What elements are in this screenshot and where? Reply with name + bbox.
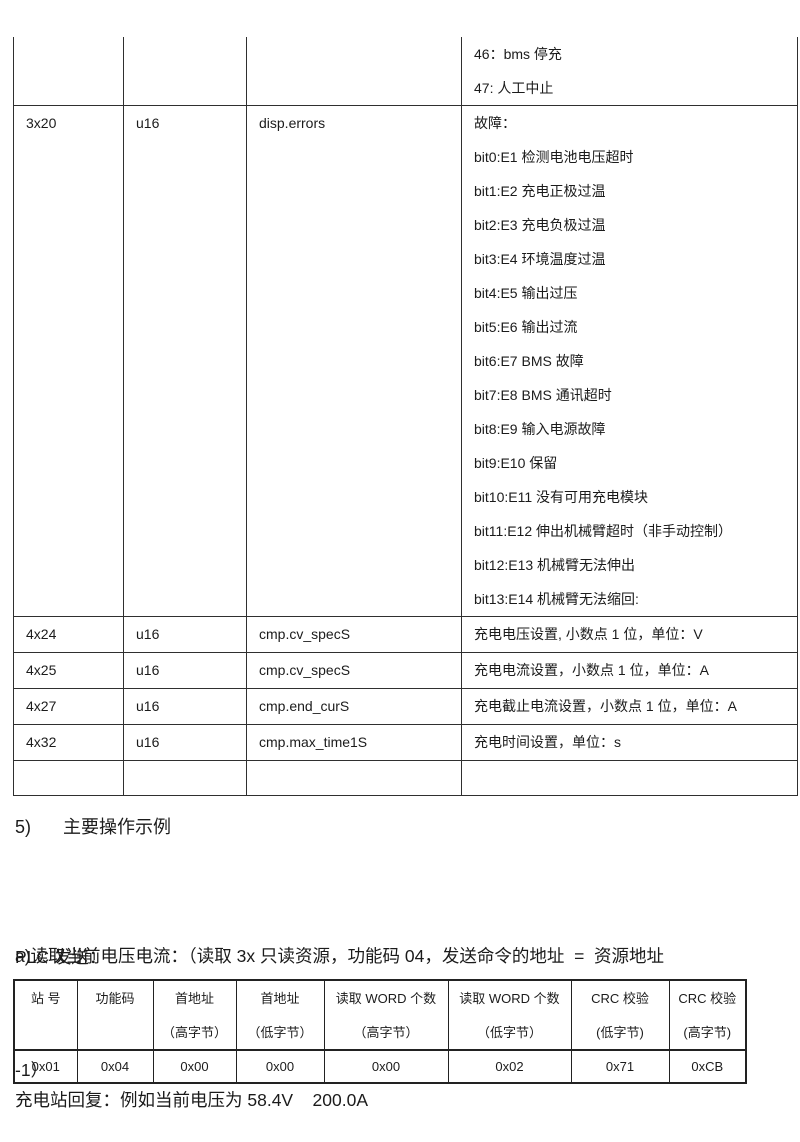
register-cell-address: 4x27 (13, 688, 124, 725)
plc-header-cell: CRC 校验 (高字节) (668, 979, 747, 1051)
plc-header-line1: 站 号 (30, 991, 61, 1006)
register-row: 4x27 u16 cmp.end_curS 充电截止电流设置，小数点 1 位，单位：A (13, 688, 798, 725)
register-cell-name (246, 37, 462, 106)
description-line: bit11:E12 伸出机械臂超时（非手动控制） (474, 523, 733, 539)
register-cell-address (13, 760, 124, 796)
description-line: 充电电压设置, 小数点 1 位，单位：V (474, 626, 703, 642)
register-cell-address: 4x32 (13, 724, 124, 761)
section-heading: 5) 主要操作示例 (15, 812, 171, 842)
plc-value-cell: 0x71 (570, 1049, 670, 1084)
plc-value-cell: 0x04 (76, 1049, 154, 1084)
description-line: bit12:E13 机械臂无法伸出 (474, 557, 636, 573)
description-line: bit0:E1 检测电池电压超时 (474, 149, 634, 165)
register-cell-address: 4x24 (13, 616, 124, 653)
plc-header-line1: 首地址 (174, 991, 214, 1006)
section-title: 主要操作示例 (63, 817, 171, 837)
plc-value-cell: 0xCB (668, 1049, 747, 1084)
register-cell-type (123, 760, 247, 796)
register-cell-name: cmp.max_time1S (246, 724, 462, 761)
register-row: 4x32 u16 cmp.max_time1S 充电时间设置，单位：s (13, 724, 798, 761)
description-line: 46：bms 停充 (474, 46, 562, 62)
register-cell-description: 46：bms 停充 47: 人工中止 (461, 37, 798, 106)
plc-header-line1: CRC 校验 (591, 991, 649, 1006)
register-cell-description (461, 760, 798, 796)
plc-header-line2: （高字节） (161, 1025, 227, 1040)
plc-value-cell: 0x01 (13, 1049, 78, 1084)
register-cell-description: 故障： bit0:E1 检测电池电压超时 bit1:E2 充电正极过温 bit2:E3… (461, 105, 798, 617)
plc-value-cell: 0x00 (152, 1049, 237, 1084)
register-row: 4x24 u16 cmp.cv_specS 充电电压设置, 小数点 1 位，单位：V (13, 616, 798, 653)
plc-value-cell: 0x00 (323, 1049, 449, 1084)
register-cell-name (246, 760, 462, 796)
plc-header-line2: (低字节) (596, 1025, 644, 1040)
plc-send-label: PLC 发送： (15, 947, 107, 967)
description-line: bit4:E5 输出过压 (474, 285, 578, 301)
register-cell-name: cmp.cv_specS (246, 616, 462, 653)
register-cell-description: 充电电压设置, 小数点 1 位，单位：V (461, 616, 798, 653)
description-line: bit7:E8 BMS 通讯超时 (474, 387, 612, 403)
description-line: bit8:E9 输入电源故障 (474, 421, 606, 437)
plc-header-cell: 首地址 （低字节） (235, 979, 325, 1051)
plc-header-line2: (高字节) (683, 1025, 732, 1040)
plc-header-line2: （低字节） (476, 1025, 542, 1040)
plc-header-line2: （低字节） (247, 1025, 313, 1040)
plc-header-line1: 功能码 (95, 991, 135, 1006)
register-cell-type: u16 (123, 105, 247, 617)
description-line: bit2:E3 充电负极过温 (474, 217, 606, 233)
register-cell-description: 充电截止电流设置，小数点 1 位，单位：A (461, 688, 798, 725)
plc-header-cell: 功能码 (76, 979, 154, 1051)
description-line: 充电电流设置，小数点 1 位，单位：A (474, 662, 709, 678)
register-cell-type: u16 (123, 652, 247, 689)
description-line: bit9:E10 保留 (474, 455, 558, 471)
description-line: bit1:E2 充电正极过温 (474, 183, 606, 199)
register-cell-address: 4x25 (13, 652, 124, 689)
plc-header-cell: 读取 WORD 个数 （高字节） (323, 979, 449, 1051)
description-line: bit5:E6 输出过流 (474, 319, 578, 335)
plc-header-line2 (17, 1015, 75, 1016)
plc-header-line1: 读取 WORD 个数 (335, 991, 437, 1006)
plc-header-cell: CRC 校验 (低字节) (570, 979, 670, 1051)
register-cell-name: cmp.cv_specS (246, 652, 462, 689)
register-row (13, 760, 798, 796)
plc-header-line1: 首地址 (260, 991, 300, 1006)
register-row: 3x20 u16 disp.errors 故障： bit0:E1 检测电池电压超时 bit… (13, 105, 798, 617)
plc-value-row: 0x01 0x04 0x00 0x00 0x00 0x02 0x71 0xCB (13, 1049, 747, 1084)
reply-line: 充电站回复：例如当前电压为 58.4V 200.0A (15, 1090, 369, 1110)
plc-header-cell: 站 号 (13, 979, 78, 1051)
register-cell-address: 3x20 (13, 105, 124, 617)
paragraph-a-line1: a)读取当前电压电流：（读取 3x 只读资源，功能码 04，发送命令的地址 = … (15, 946, 665, 966)
plc-value-cell: 0x00 (235, 1049, 325, 1084)
plc-send-table: 站 号功能码 首地址 （高字节） 首地址 （低字节） 读取 WORD 个数 （高字节） 读取 … (13, 979, 747, 1084)
description-line: bit3:E4 环境温度过温 (474, 251, 606, 267)
plc-header-cell: 读取 WORD 个数 （低字节） (447, 979, 572, 1051)
register-cell-type: u16 (123, 688, 247, 725)
description-line: bit6:E7 BMS 故障 (474, 353, 584, 369)
plc-header-cell: 首地址 （高字节） (152, 979, 237, 1051)
register-cell-address (13, 37, 124, 106)
register-cell-description: 充电时间设置，单位：s (461, 724, 798, 761)
description-line: 充电截止电流设置，小数点 1 位，单位：A (474, 698, 737, 714)
plc-header-line1: 读取 WORD 个数 (459, 991, 560, 1006)
plc-header-line2: （高字节） (353, 1025, 419, 1040)
register-table: 46：bms 停充 47: 人工中止 3x20 u16 disp.errors 故障： bi… (13, 37, 798, 796)
description-line: 47: 人工中止 (474, 80, 554, 96)
plc-header-row: 站 号功能码 首地址 （高字节） 首地址 （低字节） 读取 WORD 个数 （高字节） 读取 … (13, 979, 747, 1051)
register-row: 4x25 u16 cmp.cv_specS 充电电流设置，小数点 1 位，单位：A (13, 652, 798, 689)
register-row: 46：bms 停充 47: 人工中止 (13, 37, 798, 106)
description-line: 故障： (474, 115, 516, 131)
register-cell-type (123, 37, 247, 106)
register-cell-description: 充电电流设置，小数点 1 位，单位：A (461, 652, 798, 689)
description-line: bit10:E11 没有可用充电模块 (474, 489, 649, 505)
section-number: 5) (15, 817, 32, 837)
plc-value-cell: 0x02 (447, 1049, 572, 1084)
register-cell-name: cmp.end_curS (246, 688, 462, 725)
plc-header-line2 (80, 1015, 151, 1016)
description-line: bit13:E14 机械臂无法缩回: (474, 591, 639, 607)
register-cell-type: u16 (123, 616, 247, 653)
plc-header-line1: CRC 校验 (678, 991, 737, 1006)
register-cell-type: u16 (123, 724, 247, 761)
register-cell-name: disp.errors (246, 105, 462, 617)
description-line: 充电时间设置，单位：s (474, 734, 621, 750)
